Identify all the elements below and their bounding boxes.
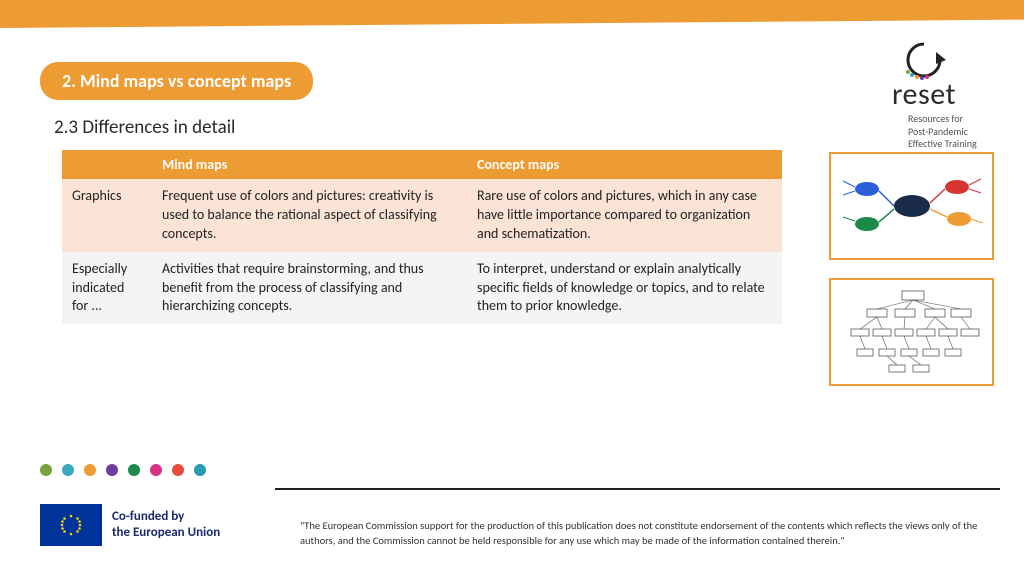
row-label: Graphics bbox=[62, 179, 152, 252]
dot-icon bbox=[128, 464, 140, 476]
dot-icon bbox=[84, 464, 96, 476]
cell-concept: Rare use of colors and pictures, which i… bbox=[467, 179, 782, 252]
top-accent-bar bbox=[0, 0, 1024, 28]
table-row: Graphics Frequent use of colors and pict… bbox=[62, 179, 782, 252]
eu-cofunded-text: Co-funded by the European Union bbox=[112, 509, 220, 540]
conceptmap-thumbnail bbox=[829, 278, 994, 386]
dot-icon bbox=[106, 464, 118, 476]
row-label: Especially indicated for ... bbox=[62, 252, 152, 325]
dot-icon bbox=[194, 464, 206, 476]
brand-logo-block: reset Resources for Post-Pandemic Effect… bbox=[854, 38, 994, 151]
dot-icon bbox=[150, 464, 162, 476]
eu-line: Co-funded by bbox=[112, 509, 220, 525]
dot-icon bbox=[40, 464, 52, 476]
eu-line: the European Union bbox=[112, 525, 220, 541]
cell-mind: Frequent use of colors and pictures: cre… bbox=[152, 179, 467, 252]
footer-dots bbox=[40, 464, 206, 476]
mindmap-thumbnail bbox=[829, 152, 994, 260]
eu-flag-icon bbox=[40, 504, 102, 546]
section-title-pill: 2. Mind maps vs concept maps bbox=[40, 62, 313, 100]
dot-icon bbox=[172, 464, 184, 476]
eu-disclaimer-text: "The European Commission support for the… bbox=[300, 518, 994, 548]
col-header-mindmaps: Mind maps bbox=[152, 150, 467, 179]
comparison-table: Mind maps Concept maps Graphics Frequent… bbox=[62, 150, 782, 324]
reset-logo-icon bbox=[896, 38, 952, 80]
brand-title: reset bbox=[854, 76, 994, 113]
tagline-line: Effective Training bbox=[908, 138, 994, 151]
table-row: Especially indicated for ... Activities … bbox=[62, 252, 782, 325]
section-subheading: 2.3 Differences in detail bbox=[54, 116, 235, 139]
col-header-conceptmaps: Concept maps bbox=[467, 150, 782, 179]
brand-tagline: Resources for Post-Pandemic Effective Tr… bbox=[908, 113, 994, 151]
cell-concept: To interpret, understand or explain anal… bbox=[467, 252, 782, 325]
cell-mind: Activities that require brainstorming, a… bbox=[152, 252, 467, 325]
eu-cofunded-block: Co-funded by the European Union bbox=[40, 504, 220, 546]
dot-icon bbox=[62, 464, 74, 476]
col-header-blank bbox=[62, 150, 152, 179]
footer-divider bbox=[275, 488, 1000, 490]
tagline-line: Resources for bbox=[908, 113, 994, 126]
